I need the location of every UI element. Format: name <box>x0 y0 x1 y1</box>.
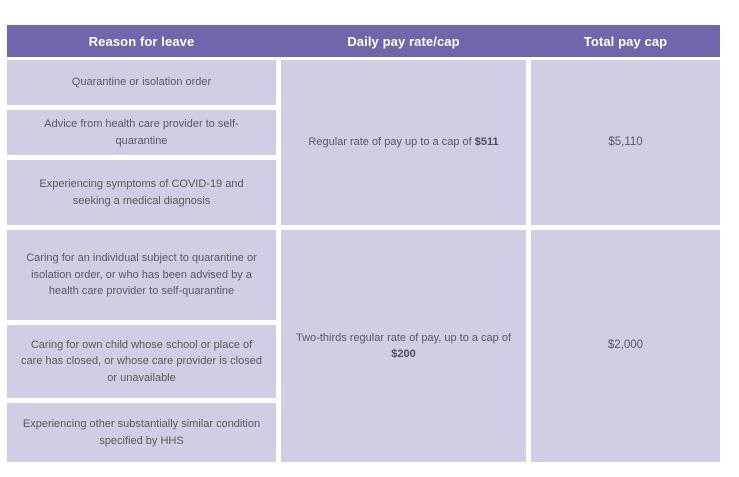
daily-rate-text-two-thirds: Two-thirds regular rate of pay, up to a … <box>295 331 512 361</box>
daily-rate-cap-value-511: $511 <box>474 136 499 149</box>
reason-cell-caring-child: Caring for own child whose school or pla… <box>7 325 276 398</box>
daily-rate-cell-two-thirds: Two-thirds regular rate of pay, up to a … <box>281 230 526 462</box>
reason-cell-quarantine-order: Quarantine or isolation order <box>7 60 276 105</box>
reason-cell-similar-condition: Experiencing other substantially similar… <box>7 403 276 462</box>
leave-pay-table: Reason for leave Daily pay rate/cap Tota… <box>7 25 720 462</box>
column-header-reason-for-leave: Reason for leave <box>88 33 195 49</box>
total-cap-cell-2000: $2,000 <box>531 230 720 462</box>
table-body: Quarantine or isolation order Advice fro… <box>7 60 720 462</box>
daily-rate-text-regular: Regular rate of pay up to a cap of $511 <box>308 136 499 149</box>
reason-cell-self-quarantine-advice: Advice from health care provider to self… <box>7 110 276 155</box>
reason-cell-caring-individual: Caring for an individual subject to quar… <box>7 230 276 320</box>
daily-rate-cap-value-200: $200 <box>391 348 416 360</box>
reason-cell-covid-symptoms: Experiencing symptoms of COVID-19 and se… <box>7 160 276 225</box>
column-header-total-pay-cap: Total pay cap <box>583 33 668 49</box>
daily-rate-cell-regular: Regular rate of pay up to a cap of $511 <box>281 60 526 225</box>
total-cap-cell-5110: $5,110 <box>531 60 720 225</box>
column-header-daily-pay-rate: Daily pay rate/cap <box>347 33 460 49</box>
table-header: Reason for leave Daily pay rate/cap Tota… <box>7 25 720 57</box>
